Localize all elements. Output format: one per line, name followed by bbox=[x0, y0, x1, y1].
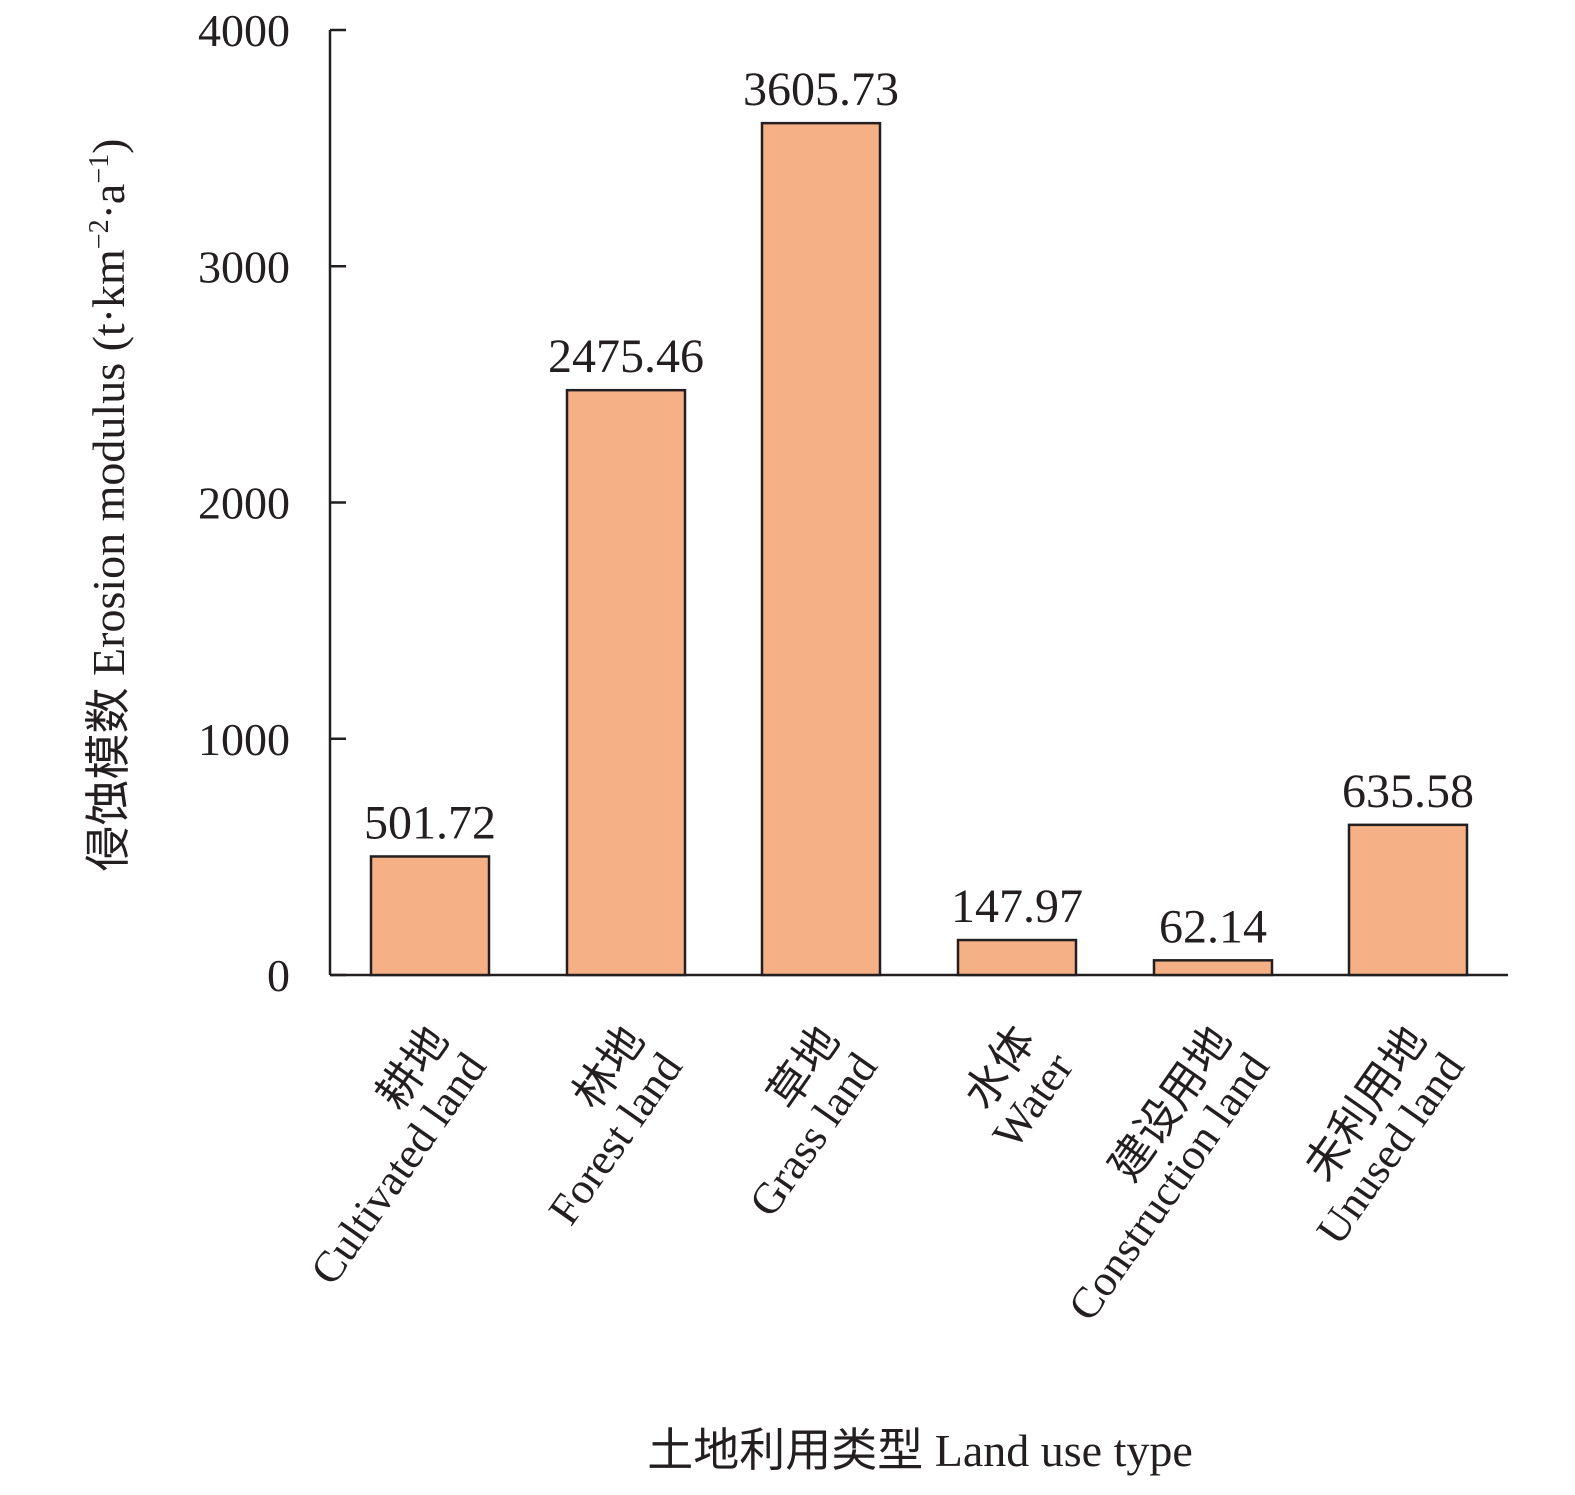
bar-value-label: 2475.46 bbox=[548, 330, 704, 383]
bars bbox=[369, 121, 1469, 977]
bar-value-label: 3605.73 bbox=[743, 63, 899, 116]
bar-value-label: 62.14 bbox=[1159, 900, 1267, 953]
bar bbox=[956, 938, 1078, 977]
value-labels: 501.72 2475.46 3605.73 147.97 62.14 635.58 bbox=[364, 63, 1474, 953]
y-axis-title-sup1: −2 bbox=[84, 219, 115, 249]
y-tick-label: 2000 bbox=[198, 478, 290, 529]
bar bbox=[1347, 823, 1469, 977]
bar bbox=[369, 855, 491, 977]
y-tick-label: 4000 bbox=[198, 5, 290, 56]
y-axis-title-sup2: −1 bbox=[84, 154, 115, 184]
bar bbox=[565, 388, 687, 977]
bar bbox=[1152, 959, 1274, 977]
y-axis-title-end: ) bbox=[83, 139, 134, 154]
y-tick-label: 0 bbox=[267, 950, 290, 1001]
y-axis: 0 1000 2000 3000 4000 bbox=[198, 5, 1508, 1001]
y-axis-title-main: 侵蚀模数 Erosion modulus (t·km bbox=[83, 249, 134, 871]
y-tick-label: 1000 bbox=[198, 714, 290, 765]
bar bbox=[760, 121, 882, 977]
bar-value-label: 501.72 bbox=[364, 796, 496, 849]
bar-value-label: 635.58 bbox=[1342, 765, 1474, 818]
bar-value-label: 147.97 bbox=[951, 880, 1083, 933]
y-tick-label: 3000 bbox=[198, 241, 290, 292]
y-axis-title-mid: ·a bbox=[83, 184, 134, 220]
y-axis-title: 侵蚀模数 Erosion modulus (t·km−2·a−1) bbox=[83, 139, 134, 872]
x-axis-title: 土地利用类型 Land use type bbox=[647, 1425, 1193, 1476]
